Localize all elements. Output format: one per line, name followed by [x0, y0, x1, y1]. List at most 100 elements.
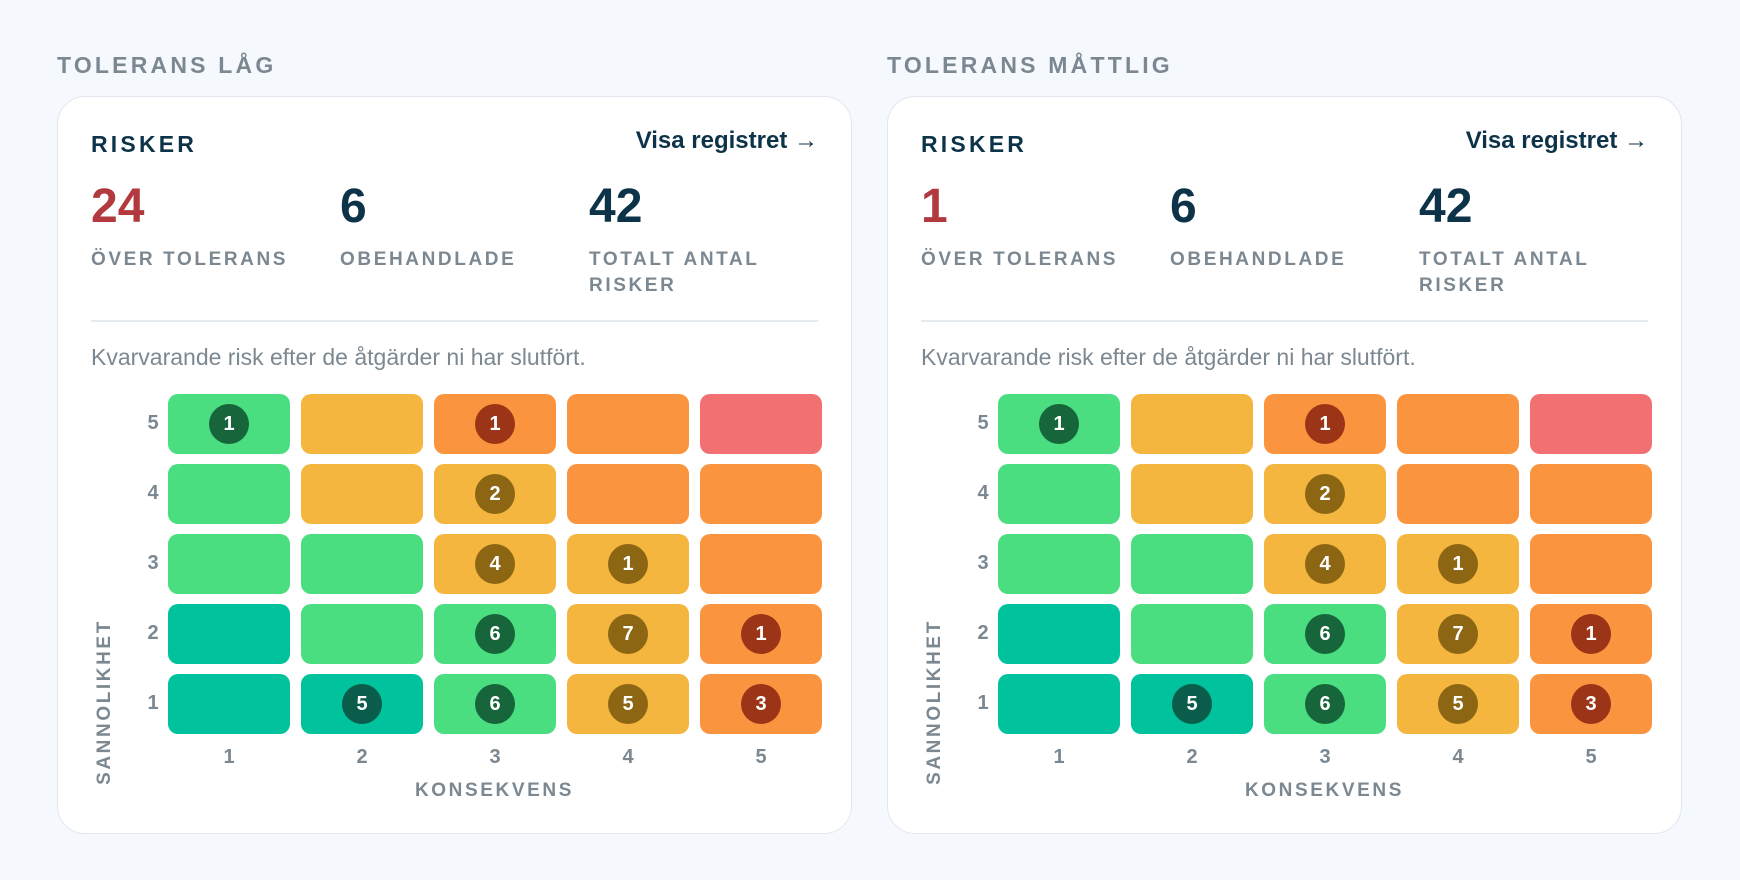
matrix-cell[interactable] [1131, 394, 1253, 454]
matrix-cell[interactable] [301, 394, 423, 454]
stat-label: TOTALT ANTAL RISKER [589, 249, 760, 296]
stat-label: ÖVER TOLERANS [91, 249, 289, 270]
matrix-cell[interactable]: 3 [700, 674, 822, 734]
matrix-cell[interactable]: 1 [998, 394, 1120, 454]
matrix-cell[interactable]: 1 [168, 394, 290, 454]
stat-label: OBEHANDLADE [1170, 249, 1347, 270]
risk-count-badge: 1 [1305, 404, 1345, 444]
matrix-cell[interactable] [301, 534, 423, 594]
risk-card: RISKER Visa registret → 24 ÖVER TOLERANS… [57, 96, 852, 834]
matrix-cell[interactable]: 7 [1397, 604, 1519, 664]
y-axis-title: SANNOLIKHET [924, 619, 945, 785]
consequence-label: 2 [356, 746, 368, 768]
matrix-cell[interactable]: 5 [1131, 674, 1253, 734]
matrix-cell[interactable] [700, 394, 822, 454]
matrix-cell[interactable] [168, 464, 290, 524]
likelihood-label: 4 [977, 482, 989, 504]
card-title: RISKER [921, 131, 1028, 157]
stat-value: 6 [1170, 180, 1197, 233]
risk-count-badge: 4 [475, 544, 515, 584]
matrix-cell[interactable]: 1 [1264, 394, 1386, 454]
risk-count-badge: 2 [1305, 474, 1345, 514]
consequence-label: 1 [1053, 746, 1065, 768]
matrix-cell[interactable] [1131, 534, 1253, 594]
matrix-cell[interactable] [567, 394, 689, 454]
likelihood-label: 1 [977, 692, 989, 714]
matrix-cell[interactable] [998, 604, 1120, 664]
risk-count-badge: 5 [1172, 684, 1212, 724]
stat-over-tolerance: 1 ÖVER TOLERANS [921, 181, 1161, 273]
matrix-cell[interactable] [1397, 464, 1519, 524]
matrix-cell[interactable] [998, 534, 1120, 594]
matrix-cell[interactable]: 4 [1264, 534, 1386, 594]
matrix-cell[interactable]: 6 [434, 604, 556, 664]
stat-value: 42 [1419, 180, 1473, 233]
matrix-cell[interactable] [998, 674, 1120, 734]
matrix-cell[interactable]: 5 [301, 674, 423, 734]
likelihood-label: 3 [147, 552, 159, 574]
card-header: RISKER Visa registret → [921, 127, 1648, 171]
risk-count-badge: 1 [608, 544, 648, 584]
likelihood-label: 3 [977, 552, 989, 574]
consequence-label: 5 [1585, 746, 1597, 768]
matrix-cell[interactable]: 5 [1397, 674, 1519, 734]
divider [91, 320, 818, 322]
stats-row: 1 ÖVER TOLERANS 6 OBEHANDLADE 42 TOTALT … [921, 181, 1648, 301]
residual-risk-note: Kvarvarande risk efter de åtgärder ni ha… [91, 344, 586, 370]
risk-count-badge: 6 [1305, 614, 1345, 654]
stats-row: 24 ÖVER TOLERANS 6 OBEHANDLADE 42 TOTALT… [91, 181, 818, 301]
matrix-cell[interactable] [1131, 464, 1253, 524]
stat-label: TOTALT ANTAL RISKER [1419, 249, 1590, 296]
matrix-cell[interactable] [998, 464, 1120, 524]
likelihood-label: 1 [147, 692, 159, 714]
matrix-cell[interactable] [700, 534, 822, 594]
likelihood-label: 5 [977, 412, 989, 434]
stat-value: 24 [91, 180, 145, 233]
y-axis-title: SANNOLIKHET [94, 619, 115, 785]
matrix-cell[interactable]: 1 [1397, 534, 1519, 594]
view-register-link[interactable]: Visa registret → [1465, 127, 1648, 154]
matrix-cell[interactable]: 1 [567, 534, 689, 594]
stat-untreated: 6 OBEHANDLADE [340, 181, 580, 273]
matrix-cell[interactable] [1530, 394, 1652, 454]
risk-count-badge: 2 [475, 474, 515, 514]
matrix-cell[interactable]: 2 [1264, 464, 1386, 524]
risk-count-badge: 6 [475, 614, 515, 654]
matrix-cell[interactable]: 3 [1530, 674, 1652, 734]
consequence-label: 5 [755, 746, 767, 768]
matrix-cell[interactable]: 1 [1530, 604, 1652, 664]
risk-count-badge: 3 [1571, 684, 1611, 724]
view-register-link[interactable]: Visa registret → [635, 127, 818, 154]
matrix-cell[interactable] [168, 604, 290, 664]
divider [921, 320, 1648, 322]
matrix-cell[interactable] [1530, 464, 1652, 524]
x-axis-title: KONSEKVENS [414, 780, 575, 801]
risk-count-badge: 5 [1438, 684, 1478, 724]
matrix-cell[interactable] [301, 604, 423, 664]
matrix-cell[interactable]: 7 [567, 604, 689, 664]
matrix-cell[interactable]: 5 [567, 674, 689, 734]
matrix-cell[interactable]: 6 [434, 674, 556, 734]
matrix-cell[interactable] [567, 464, 689, 524]
matrix-cell[interactable] [1131, 604, 1253, 664]
matrix-cell[interactable] [168, 534, 290, 594]
matrix-cell[interactable] [700, 464, 822, 524]
matrix-cell[interactable] [1530, 534, 1652, 594]
likelihood-label: 5 [147, 412, 159, 434]
matrix-cell[interactable]: 2 [434, 464, 556, 524]
matrix-cell[interactable] [1397, 394, 1519, 454]
risk-count-badge: 1 [741, 614, 781, 654]
matrix-cell[interactable]: 6 [1264, 674, 1386, 734]
matrix-cell[interactable]: 6 [1264, 604, 1386, 664]
matrix-cell[interactable] [168, 674, 290, 734]
matrix-cell[interactable]: 1 [700, 604, 822, 664]
stat-untreated: 6 OBEHANDLADE [1170, 181, 1410, 273]
risk-count-badge: 1 [475, 404, 515, 444]
risk-count-badge: 5 [608, 684, 648, 724]
risk-count-badge: 6 [475, 684, 515, 724]
risk-count-badge: 7 [1438, 614, 1478, 654]
risk-count-badge: 1 [1039, 404, 1079, 444]
matrix-cell[interactable] [301, 464, 423, 524]
matrix-cell[interactable]: 1 [434, 394, 556, 454]
matrix-cell[interactable]: 4 [434, 534, 556, 594]
